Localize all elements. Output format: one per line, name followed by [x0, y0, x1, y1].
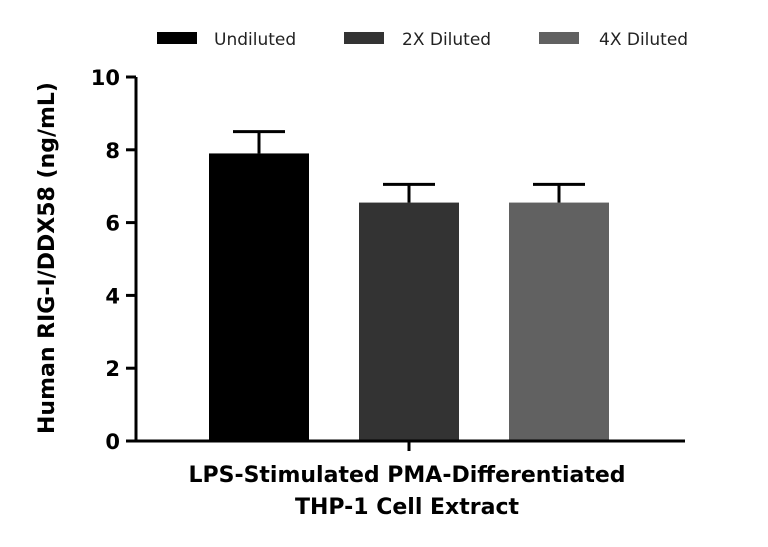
y-tick-label: 4	[105, 284, 120, 308]
legend-label-4x-diluted: 4X Diluted	[599, 30, 688, 50]
bar-undiluted	[209, 153, 309, 441]
legend-swatch-undiluted	[157, 32, 197, 44]
y-axis-title: Human RIG-I/DDX58 (ng/mL)	[35, 82, 60, 434]
y-tick-label: 0	[105, 430, 120, 454]
legend-label-2x-diluted: 2X Diluted	[402, 30, 491, 50]
legend-swatch-4x-diluted	[539, 32, 579, 44]
bars-group	[209, 130, 609, 441]
y-tick-label: 6	[105, 212, 120, 236]
axes-group: 0 2 4 6 8 10	[91, 66, 685, 454]
legend: Undiluted 2X Diluted 4X Diluted	[157, 30, 688, 50]
legend-swatch-2x-diluted	[344, 32, 384, 44]
x-category-label-line-1: LPS-Stimulated PMA-Differentiated	[188, 463, 625, 488]
y-tick-label: 10	[91, 66, 120, 90]
legend-label-undiluted: Undiluted	[214, 30, 296, 50]
x-category-label-line-2: THP-1 Cell Extract	[295, 495, 520, 520]
y-tick-label: 8	[105, 139, 120, 163]
y-tick-label: 2	[105, 357, 120, 381]
bar-2x-diluted	[359, 202, 459, 441]
bar-4x-diluted	[509, 202, 609, 441]
